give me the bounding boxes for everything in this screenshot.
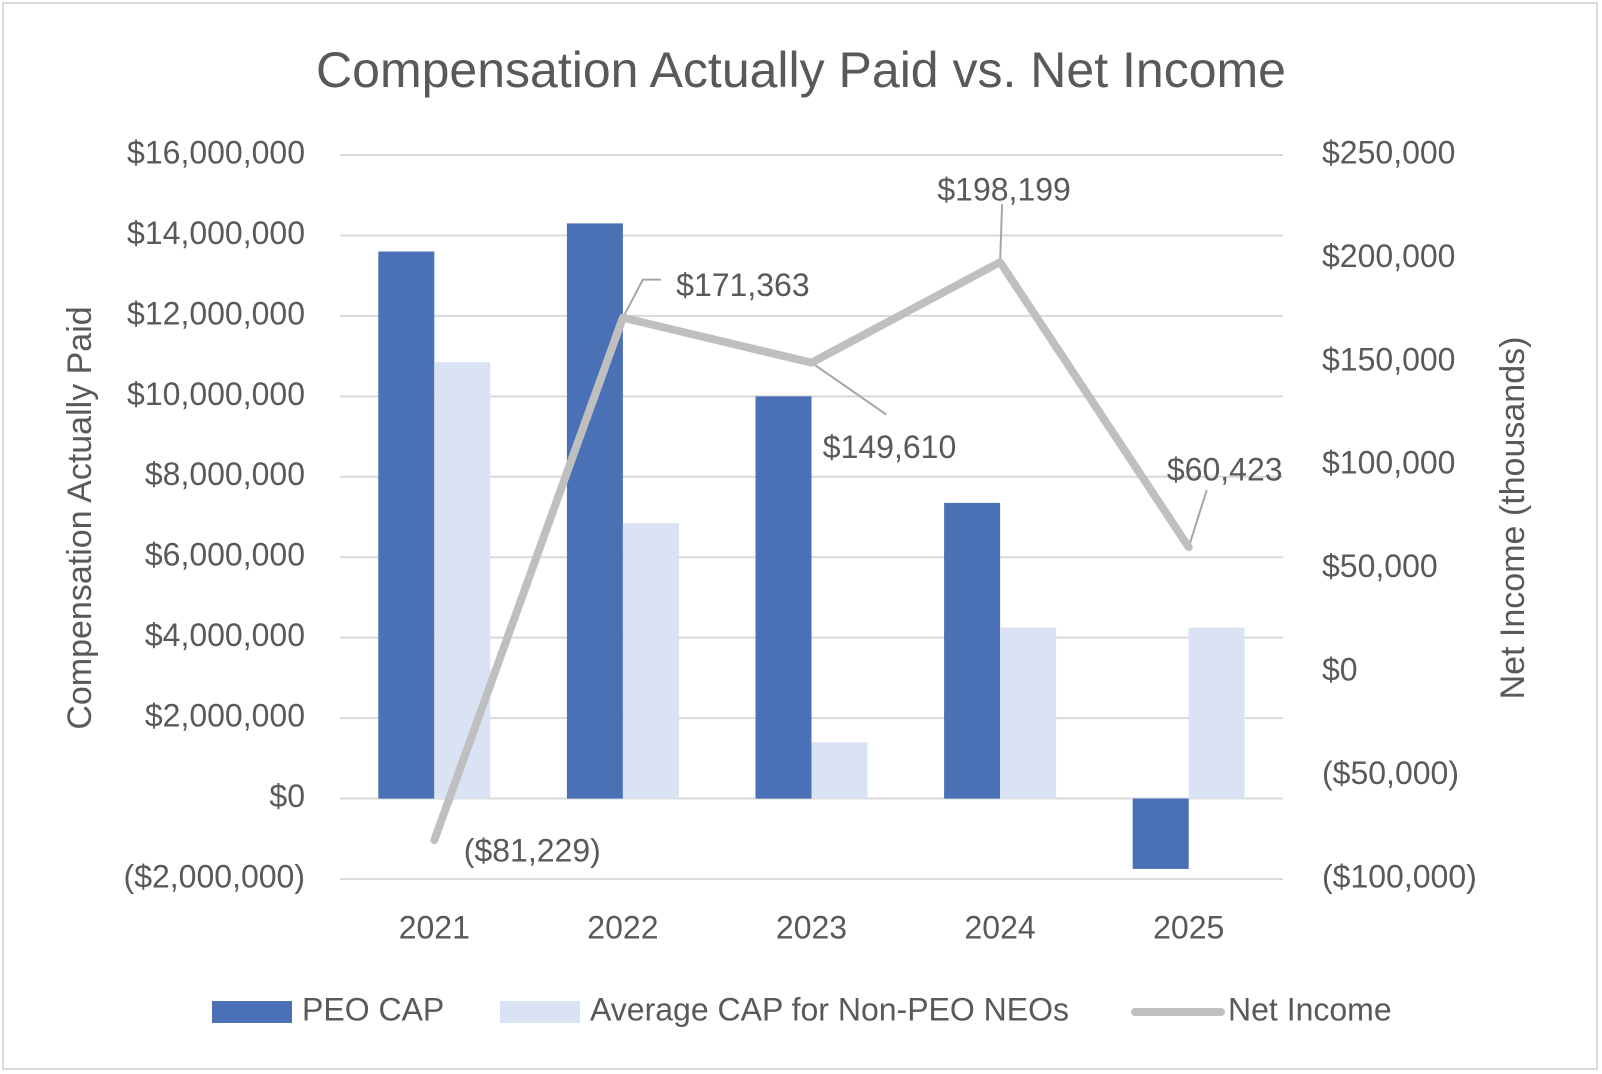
legend-label: PEO CAP [302, 991, 444, 1027]
y-tick-label: $4,000,000 [145, 617, 305, 653]
y-tick-label: $2,000,000 [145, 698, 305, 734]
legend-swatch [500, 1001, 580, 1023]
non-peo-cap-bar [1188, 627, 1245, 799]
peo-cap-bar [1132, 798, 1189, 869]
y2-axis-title: Net Income (thousands) [1494, 337, 1532, 700]
net-income-data-label: $60,423 [1167, 452, 1283, 488]
net-income-data-label: $198,199 [937, 172, 1070, 208]
y-tick-label: $0 [269, 778, 305, 814]
net-income-line [430, 258, 1193, 845]
x-tick-label: 2024 [965, 909, 1036, 945]
net-income-data-label: ($81,229) [464, 833, 601, 869]
net-income-data-label: $171,363 [676, 267, 809, 303]
x-tick-label: 2021 [399, 909, 470, 945]
legend-swatch [212, 1001, 292, 1023]
y-tick-label: $14,000,000 [127, 215, 305, 251]
legend-non-peo-cap: Average CAP for Non-PEO NEOs [500, 991, 1069, 1027]
y-tick-label: $12,000,000 [127, 295, 305, 331]
peo-cap-bar [566, 223, 623, 799]
y2-tick-label: $200,000 [1322, 238, 1455, 274]
y-tick-label: $10,000,000 [127, 376, 305, 412]
peo-cap-bar [378, 251, 435, 799]
legend-label: Average CAP for Non-PEO NEOs [590, 991, 1069, 1027]
peo-cap-bar [755, 396, 812, 799]
non-peo-cap-bar [1000, 627, 1057, 799]
legend-net-income: Net Income [1131, 991, 1392, 1027]
data-label-leader [999, 204, 1004, 263]
y-tick-label: $6,000,000 [145, 537, 305, 573]
legend-peo-cap: PEO CAP [212, 991, 444, 1027]
non-peo-cap-bar [434, 362, 491, 799]
peo-cap-bar [944, 502, 1001, 799]
legend-label: Net Income [1228, 991, 1392, 1027]
x-tick-label: 2023 [776, 909, 847, 945]
y2-tick-label: $250,000 [1322, 134, 1455, 170]
y2-tick-label: $150,000 [1322, 341, 1455, 377]
y2-tick-label: ($50,000) [1322, 755, 1459, 791]
y-tick-label: ($2,000,000) [124, 858, 305, 894]
y-tick-label: $8,000,000 [145, 456, 305, 492]
chart-title: Compensation Actually Paid vs. Net Incom… [316, 42, 1286, 98]
non-peo-cap-bar [811, 742, 868, 799]
net-income-data-label: $149,610 [823, 429, 956, 465]
non-peo-cap-bar [622, 523, 679, 799]
x-tick-label: 2025 [1153, 909, 1224, 945]
y2-tick-label: $0 [1322, 652, 1358, 688]
y-axis-title: Compensation Actually Paid [61, 306, 99, 729]
data-label-leader [622, 278, 661, 319]
data-label-leader [1187, 489, 1208, 548]
x-tick-label: 2022 [587, 909, 658, 945]
data-label-leader [810, 361, 888, 416]
y2-tick-label: ($100,000) [1322, 858, 1477, 894]
y2-tick-label: $100,000 [1322, 445, 1455, 481]
y2-tick-label: $50,000 [1322, 548, 1438, 584]
y-tick-label: $16,000,000 [127, 134, 305, 170]
